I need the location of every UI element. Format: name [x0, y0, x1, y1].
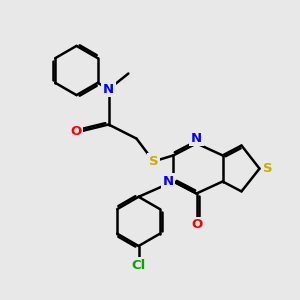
Text: N: N [191, 131, 202, 145]
Text: S: S [263, 162, 273, 175]
Text: Cl: Cl [131, 259, 146, 272]
Text: N: N [103, 83, 114, 96]
Text: N: N [162, 175, 174, 188]
Text: S: S [149, 155, 158, 168]
Text: O: O [191, 218, 202, 232]
Text: O: O [70, 125, 82, 138]
